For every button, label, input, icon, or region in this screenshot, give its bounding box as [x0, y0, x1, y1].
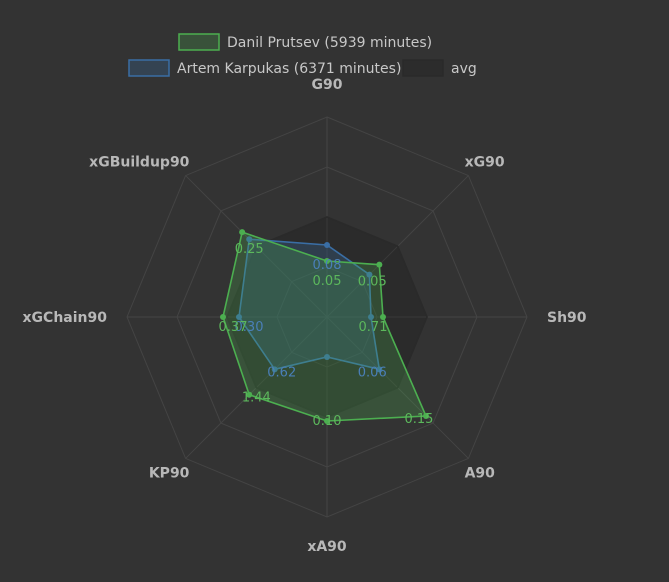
point-artem-xg90 [366, 271, 373, 278]
legend-swatch-danil[interactable] [178, 33, 220, 51]
data-label-danil-xa90: 0.10 [313, 414, 342, 429]
data-label-danil-kp90: 1.44 [242, 391, 271, 406]
point-danil-xgbuildup90 [239, 229, 246, 236]
point-artem-sh90 [368, 314, 374, 320]
axis-label-xg90: xG90 [465, 154, 505, 170]
point-artem-xa90 [324, 354, 330, 360]
data-label-danil-xgchain90: 0.37 [219, 320, 248, 335]
point-artem-a90 [376, 366, 383, 373]
point-artem-xgbuildup90 [246, 236, 253, 243]
legend-label-danil[interactable]: Danil Prutsev (5939 minutes) [227, 35, 432, 51]
data-label-artem-xgchain90: 0.30 [235, 320, 264, 335]
axis-labels: G90 xG90 Sh90 A90 xA90 KP90 xGChain90 xGBuildup… [23, 77, 587, 555]
point-danil-xgchain90 [220, 314, 226, 320]
point-danil-xa90 [324, 418, 330, 424]
point-danil-xg90 [376, 261, 383, 268]
axis-label-xgchain90: xGChain90 [23, 310, 108, 326]
legend-label-artem[interactable]: Artem Karpukas (6371 minutes) [177, 61, 401, 77]
legend-label-avg[interactable]: avg [451, 61, 477, 77]
legend-swatch-avg[interactable] [402, 59, 444, 77]
data-labels: 0.08 0.06 0.62 0.30 0.05 0.05 0.71 0.15 0.10 1.44… [219, 242, 434, 429]
point-danil-g90 [324, 258, 330, 264]
legend-swatch-artem[interactable] [128, 59, 170, 77]
data-label-artem-g90: 0.08 [313, 258, 342, 273]
legend: Danil Prutsev (5939 minutes) Artem Karpuk… [128, 33, 477, 77]
data-label-danil-g90: 0.05 [313, 274, 342, 289]
axis-label-kp90: KP90 [149, 466, 190, 482]
data-label-danil-xg90: 0.05 [358, 275, 387, 290]
axis-label-xa90: xA90 [307, 539, 347, 555]
point-danil-sh90 [380, 314, 386, 320]
point-artem-g90 [324, 242, 330, 248]
point-artem-kp90 [271, 366, 278, 373]
data-label-artem-kp90: 0.62 [267, 365, 296, 380]
data-label-artem-a90: 0.06 [358, 365, 387, 380]
axis-label-a90: A90 [465, 466, 496, 482]
point-danil-a90 [422, 412, 429, 419]
axis-label-xgbuildup90: xGBuildup90 [89, 154, 190, 170]
point-artem-xgchain90 [236, 314, 242, 320]
axis-label-sh90: Sh90 [547, 310, 587, 326]
data-label-danil-a90: 0.15 [404, 412, 433, 427]
data-label-danil-xgbuildup90: 0.25 [235, 242, 264, 257]
data-label-danil-sh90: 0.71 [359, 320, 388, 335]
series-area-avg [226, 216, 428, 418]
axis-label-g90: G90 [312, 77, 343, 93]
radar-series [220, 216, 429, 424]
point-danil-kp90 [246, 391, 253, 398]
